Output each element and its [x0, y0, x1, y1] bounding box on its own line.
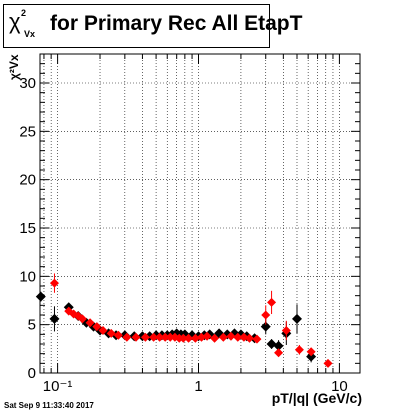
y-tick-label: 30	[19, 75, 36, 92]
data-point-black	[273, 340, 284, 351]
data-point-red	[122, 332, 132, 342]
data-point-red	[306, 347, 316, 357]
y-axis-label: χ²Vx	[6, 52, 22, 80]
data-point-red	[323, 358, 333, 368]
chart-title: for Primary Rec All EtapT	[50, 12, 303, 35]
data-point-red	[190, 333, 200, 343]
title-chi-symbol: χ	[9, 9, 21, 34]
data-point-red	[160, 332, 170, 342]
data-point-red	[196, 332, 206, 342]
x-tick-label: 10	[331, 378, 348, 395]
data-point-red	[184, 333, 194, 343]
data-point-red	[49, 278, 59, 288]
data-point-red	[294, 345, 304, 355]
data-point-red	[261, 310, 271, 320]
data-point-black	[35, 291, 46, 302]
y-tick-label: 0	[28, 365, 36, 382]
data-point-red	[233, 332, 243, 342]
datestamp: Sat Sep 9 11:33:40 2017	[4, 401, 94, 410]
data-point-red	[149, 332, 159, 342]
data-point-red	[252, 334, 262, 344]
title-subscript: Vx	[24, 29, 36, 39]
data-point-red	[281, 325, 291, 335]
data-point-red	[244, 333, 254, 343]
y-axis-label-text: χ²Vx	[7, 54, 21, 80]
data-point-red	[267, 297, 277, 307]
data-point-red	[178, 333, 188, 343]
y-tick-label: 5	[28, 317, 36, 334]
data-point-black	[306, 351, 317, 362]
x-tick-label: 10⁻¹	[43, 378, 73, 395]
x-axis-label: pT/|q| (GeV/c)	[271, 390, 362, 406]
data-point-red	[131, 332, 141, 342]
data-point-red	[155, 332, 165, 342]
data-point-black	[260, 321, 271, 332]
plot-frame	[39, 53, 361, 374]
y-tick-label: 10	[19, 268, 36, 285]
chart-title-box: χ 2 Vx for Primary Rec All EtapT	[3, 4, 302, 48]
data-point-black	[266, 339, 277, 349]
title-superscript: 2	[21, 8, 27, 18]
y-tick-label: 25	[19, 123, 36, 140]
data-point-red	[202, 331, 212, 341]
data-point-red	[210, 333, 220, 343]
data-point-red	[226, 331, 236, 341]
data-point-red	[218, 332, 228, 342]
data-point-red	[113, 330, 123, 340]
data-point-red	[106, 328, 116, 338]
data-point-red	[98, 325, 108, 335]
data-point-red	[140, 332, 150, 342]
data-point-red	[165, 332, 175, 342]
data-point-red	[85, 318, 95, 328]
data-point-red	[92, 322, 102, 332]
data-point-red	[239, 332, 249, 342]
y-tick-label: 20	[19, 172, 36, 189]
x-tick-label: 1	[194, 378, 202, 395]
y-tick-label: 15	[19, 220, 36, 237]
data-point-red	[77, 314, 87, 324]
data-point-red	[274, 348, 284, 358]
data-point-black	[49, 313, 60, 324]
data-point-black	[291, 313, 302, 324]
